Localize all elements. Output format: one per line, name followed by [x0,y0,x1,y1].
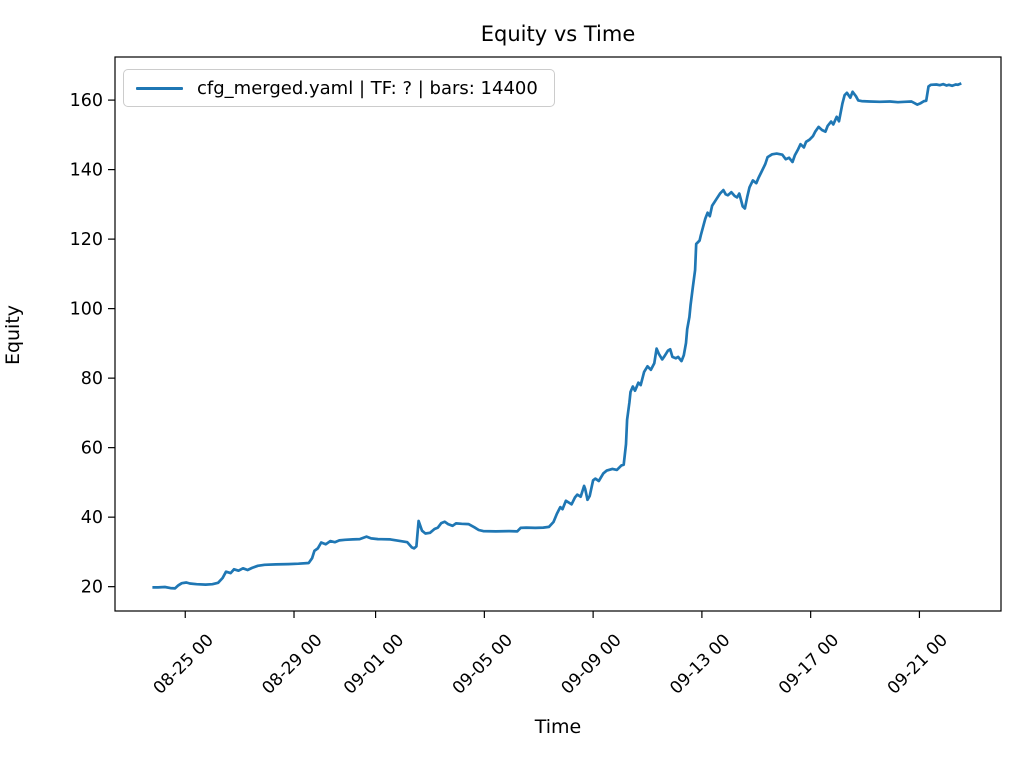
y-tick-label: 100 [70,300,103,320]
x-tick-label: 09-13 00 [666,630,734,698]
x-tick-label: 08-25 00 [150,630,218,698]
legend: cfg_merged.yaml | TF: ? | bars: 14400 [123,69,555,107]
plot-border [114,56,1002,612]
x-tick-label: 09-21 00 [884,630,952,698]
chart-title: Equity vs Time [480,22,636,46]
x-tick-label: 09-05 00 [449,630,517,698]
legend-line-sample-icon [136,86,183,90]
y-tick-label: 120 [70,230,103,250]
equity-line [152,82,962,590]
x-tick-label: 09-17 00 [775,630,843,698]
y-tick-label: 160 [70,91,103,111]
y-tick-label: 40 [81,508,103,528]
x-tick-label: 08-29 00 [258,630,326,698]
y-axis-label: Equity [2,304,24,366]
x-tick-label: 09-09 00 [557,630,625,698]
x-tick-label: 09-01 00 [340,630,408,698]
x-axis-label: Time [534,716,582,738]
y-tick-label: 20 [81,578,103,598]
y-tick-label: 80 [81,369,103,389]
y-tick-label: 140 [70,161,103,181]
legend-label: cfg_merged.yaml | TF: ? | bars: 14400 [197,77,538,99]
y-tick-label: 60 [81,439,103,459]
